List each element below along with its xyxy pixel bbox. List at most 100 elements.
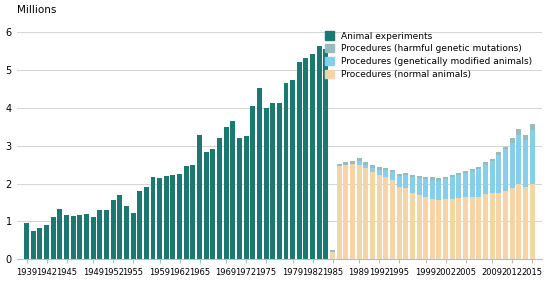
Bar [91,216,96,260]
Bar [111,200,116,260]
Bar [190,165,195,260]
Bar [270,103,275,260]
Bar [304,58,309,260]
Bar [463,171,468,173]
Bar [377,167,382,260]
Bar [184,166,189,260]
Bar [383,168,388,260]
Bar [197,135,202,260]
Bar [390,180,395,260]
Bar [297,62,302,260]
Bar [356,161,362,165]
Bar [510,138,515,260]
Bar [450,177,455,199]
Bar [523,135,528,260]
Bar [530,124,535,130]
Bar [24,223,29,260]
Text: Millions: Millions [16,5,56,15]
Bar [503,147,508,149]
Bar [343,162,348,165]
Bar [476,169,481,197]
Bar [490,158,494,260]
Bar [483,194,488,260]
Bar [456,173,461,175]
Bar [510,143,515,188]
Bar [383,168,388,170]
Bar [350,161,355,260]
Bar [364,162,368,260]
Bar [530,124,535,260]
Bar [516,135,521,184]
Bar [177,174,182,260]
Bar [483,162,488,260]
Bar [250,106,255,260]
Bar [164,176,169,260]
Bar [470,169,475,171]
Bar [263,108,268,260]
Bar [503,149,508,191]
Bar [244,136,249,260]
Bar [410,177,415,193]
Bar [510,188,515,260]
Bar [476,167,481,260]
Bar [84,214,89,260]
Bar [416,175,421,178]
Bar [423,177,428,260]
Bar [430,177,435,180]
Bar [377,170,382,175]
Bar [283,83,289,260]
Bar [230,121,235,260]
Bar [64,215,69,260]
Bar [137,191,142,260]
Bar [397,176,402,186]
Bar [390,172,395,180]
Bar [516,129,521,135]
Bar [476,197,481,260]
Bar [397,174,402,176]
Bar [403,188,408,260]
Bar [144,187,149,260]
Bar [151,177,156,260]
Bar [450,175,455,177]
Bar [430,177,435,260]
Bar [370,165,375,168]
Bar [490,193,494,260]
Bar [523,135,528,140]
Bar [204,153,208,260]
Bar [437,181,442,200]
Bar [343,165,348,260]
Bar [456,173,461,260]
Bar [510,138,515,143]
Bar [403,173,408,175]
Bar [423,197,428,260]
Bar [516,184,521,260]
Bar [337,166,342,260]
Bar [330,252,335,260]
Bar [470,169,475,260]
Bar [416,195,421,260]
Bar [364,168,368,260]
Bar [237,138,242,260]
Bar [377,167,382,170]
Bar [523,187,528,260]
Bar [530,130,535,184]
Bar [430,180,435,199]
Bar [397,186,402,260]
Bar [450,175,455,260]
Bar [463,171,468,260]
Bar [443,179,448,200]
Bar [104,210,109,260]
Bar [323,49,328,260]
Bar [530,184,535,260]
Bar [456,175,461,198]
Bar [410,175,415,260]
Bar [416,175,421,260]
Bar [78,215,82,260]
Bar [170,175,175,260]
Bar [364,165,368,168]
Bar [370,165,375,260]
Bar [356,165,362,260]
Bar [503,191,508,260]
Bar [330,250,335,252]
Bar [31,231,36,260]
